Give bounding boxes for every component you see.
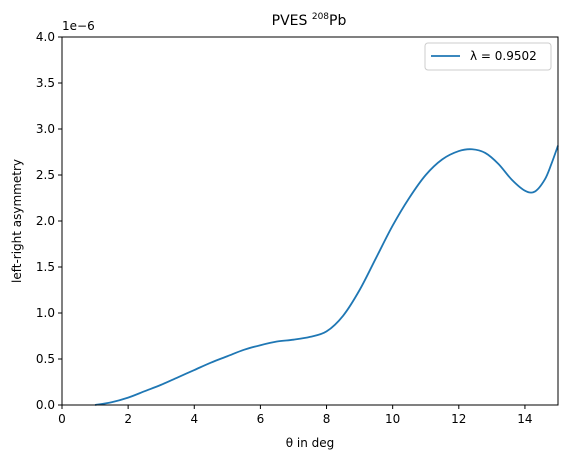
series-layer [94,145,559,406]
y-tick-label: 1.5 [36,260,55,274]
x-tick-label: 8 [323,412,331,426]
y-tick-label: 3.5 [36,76,55,90]
y-tick-label: 3.0 [36,122,55,136]
y-tick-label: 4.0 [36,30,55,44]
y-tick-label: 0.5 [36,352,55,366]
y-tick-label: 2.5 [36,168,55,182]
y-tick-label: 1.0 [36,306,55,320]
y-tick-label: 0.0 [36,398,55,412]
x-tick-label: 0 [58,412,66,426]
x-tick-label: 14 [517,412,532,426]
x-tick-label: 6 [257,412,265,426]
y-tick-label: 2.0 [36,214,55,228]
x-tick-label: 12 [451,412,466,426]
ticks-layer: 0 2 4 6 8 10 12 14 0.0 0.5 1.0 1.5 2.0 2.5 3.0 3.5 4.0 [36,30,533,426]
legend-box [424,42,552,71]
title-superscript: 208 [312,12,329,22]
title-suffix: Pb [329,13,346,29]
y-axis-label: left-right asymmetry [10,159,24,283]
x-tick-label: 10 [385,412,400,426]
x-tick-label: 4 [190,412,198,426]
series-line [94,145,559,406]
plot-frame [61,36,559,406]
legend: λ = 0.9502 [424,42,552,71]
x-axis-label: θ in deg [286,436,335,450]
y-offset-label: 1e−6 [62,19,95,33]
legend-entry: λ = 0.9502 [470,49,537,63]
x-tick-label: 2 [124,412,132,426]
chart-title: PVES 208Pb [272,12,347,29]
